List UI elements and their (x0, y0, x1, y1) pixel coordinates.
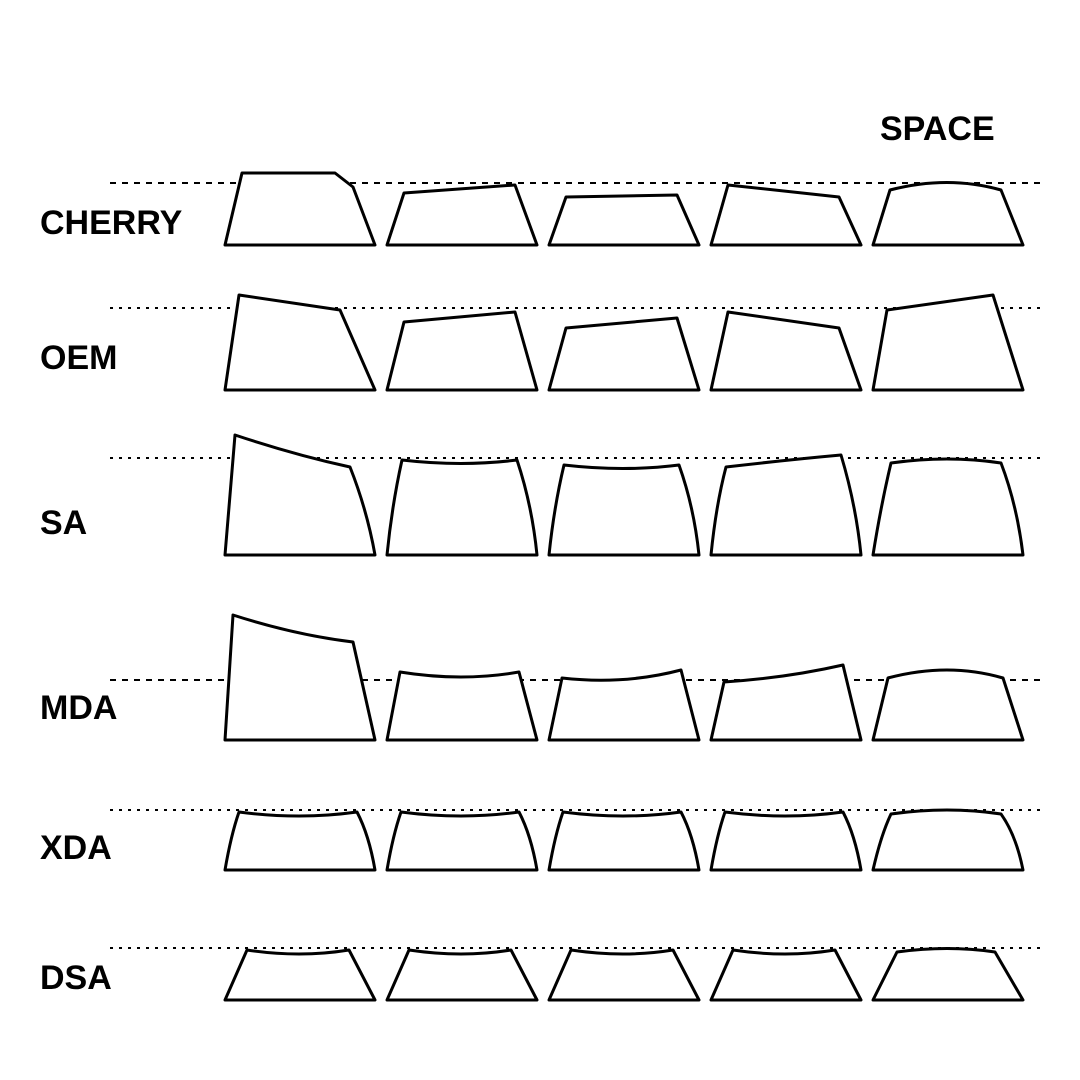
keycap-cherry-2 (387, 185, 537, 245)
keycap-xda-1 (225, 812, 375, 870)
row-label-xda: XDA (40, 829, 112, 867)
keycap-sa-5 (873, 459, 1023, 555)
row-label-dsa: DSA (40, 959, 112, 997)
keycap-mda-3 (549, 670, 699, 740)
keycap-mda-5 (873, 670, 1023, 740)
row-label-oem: OEM (40, 339, 117, 377)
keycap-oem-2 (387, 312, 537, 390)
keycap-cherry-5 (873, 183, 1023, 246)
keycap-oem-3 (549, 318, 699, 390)
keycap-sa-2 (387, 460, 537, 555)
header-space-label: SPACE (880, 110, 995, 148)
row-label-mda: MDA (40, 689, 117, 727)
row-label-sa: SA (40, 504, 87, 542)
keycap-sa-3 (549, 465, 699, 555)
keycap-mda-2 (387, 672, 537, 740)
keycap-xda-2 (387, 812, 537, 870)
keycap-dsa-4 (711, 950, 861, 1000)
keycap-cherry-3 (549, 195, 699, 245)
row-label-cherry: CHERRY (40, 204, 183, 242)
keycap-xda-4 (711, 812, 861, 870)
keycap-dsa-1 (225, 950, 375, 1000)
keycap-sa-4 (711, 455, 861, 555)
keycap-xda-5 (873, 810, 1023, 870)
keycap-xda-3 (549, 812, 699, 870)
keycap-dsa-3 (549, 950, 699, 1000)
keycap-dsa-2 (387, 950, 537, 1000)
